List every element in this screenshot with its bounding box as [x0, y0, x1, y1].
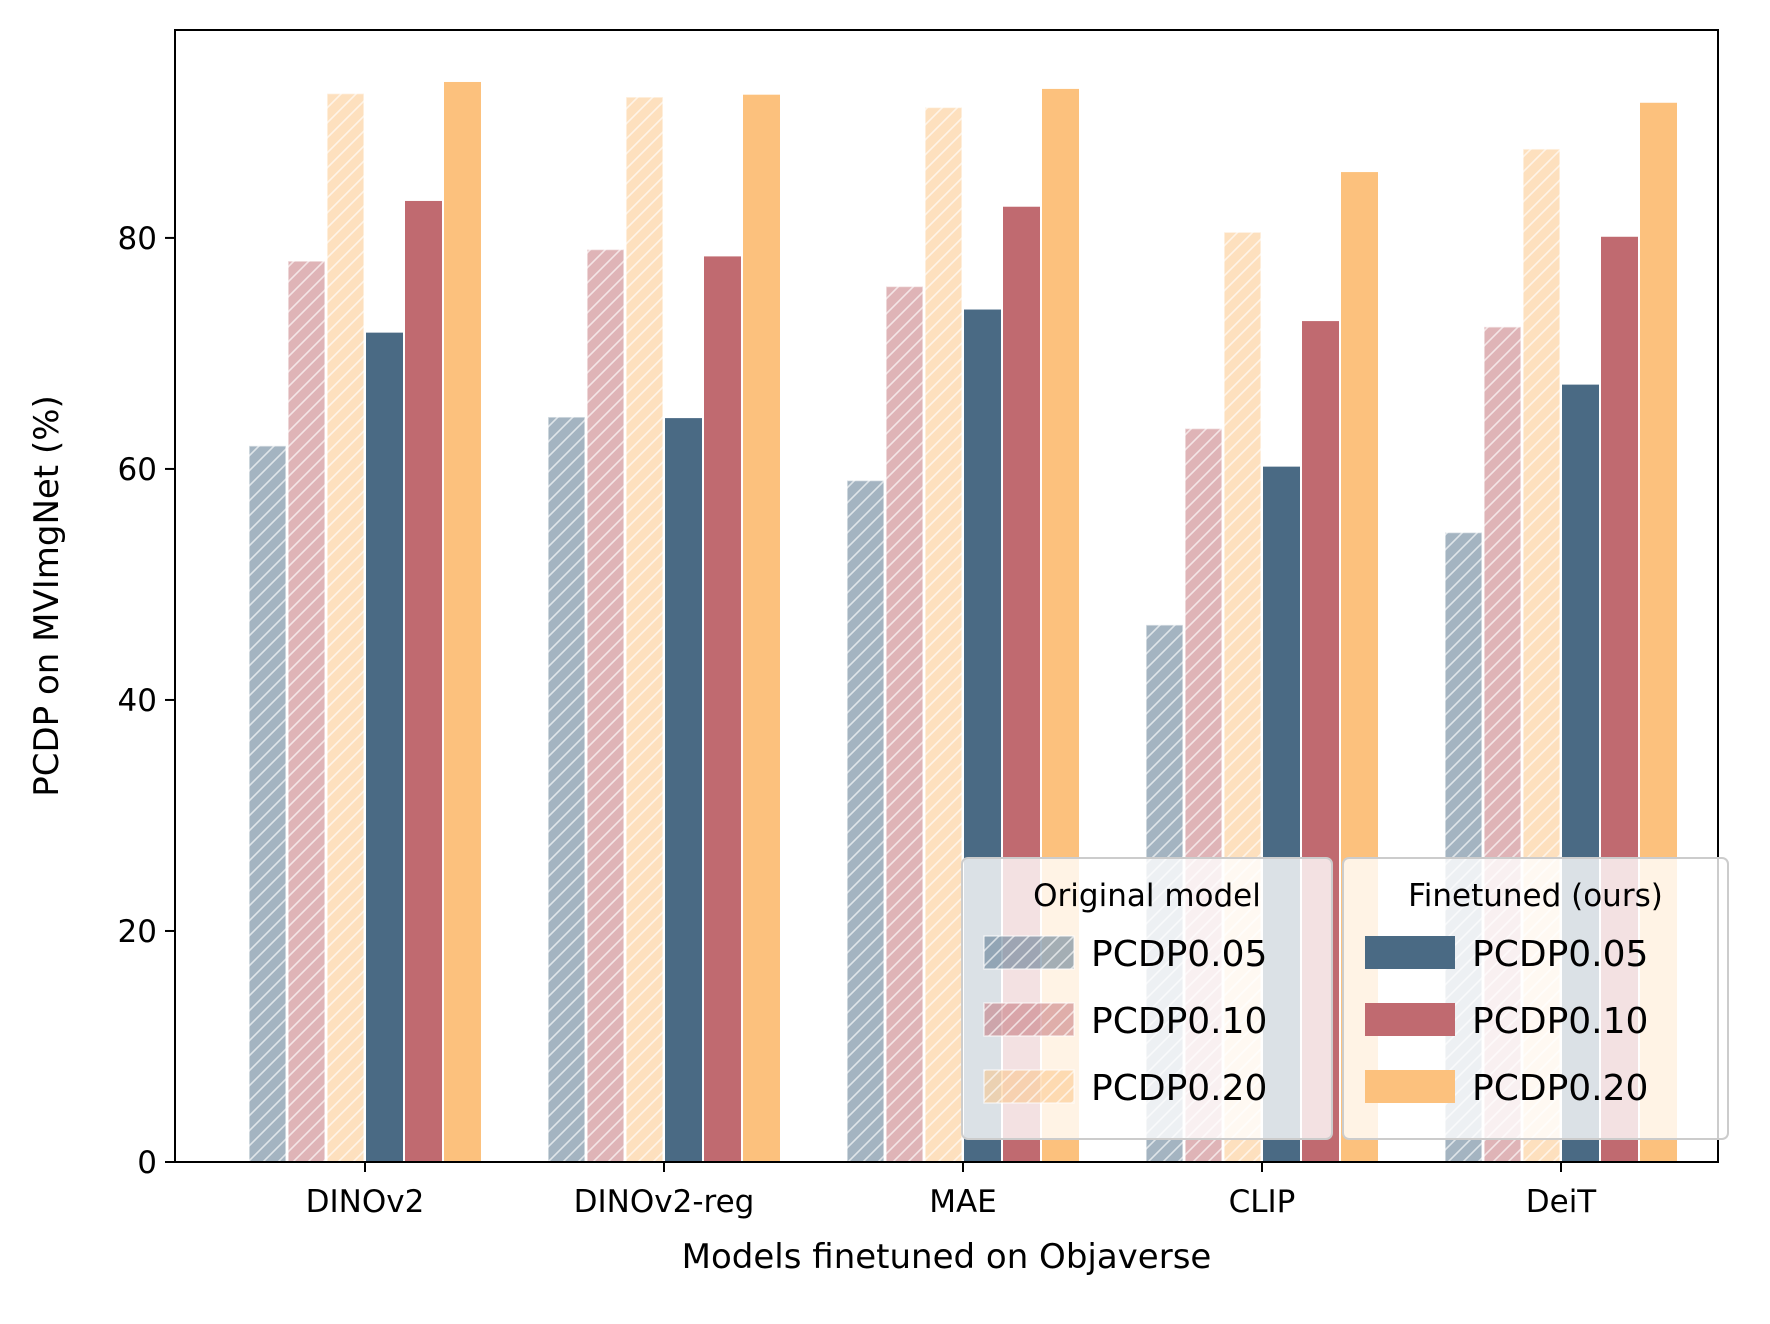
y-tick-label: 60 [118, 452, 157, 488]
bar-finetuned-pcdp0-05-dinov2 [366, 332, 403, 1163]
bar-finetuned-pcdp0-20-dinov2-reg [743, 94, 780, 1163]
bar-hatch [288, 261, 325, 1163]
legend-swatch [1365, 1070, 1455, 1103]
bar-fill [704, 256, 741, 1162]
legend-label: PCDP0.10 [1472, 1001, 1648, 1042]
bar-original-pcdp0-20-dinov2 [326, 92, 365, 1163]
legend-finetuned: Finetuned (ours) PCDP0.05 PCDP0.10 PCDP0.20 [1342, 857, 1729, 1140]
legend-label: PCDP0.10 [1091, 1001, 1267, 1042]
legend-label: PCDP0.05 [1472, 934, 1648, 975]
y-axis-label: PCDP on MVImgNet (%) [27, 395, 67, 797]
bar-fill [743, 94, 780, 1163]
x-tick-label: CLIP [1229, 1184, 1296, 1220]
legend-box [961, 857, 1333, 1140]
y-tick-label: 20 [118, 914, 157, 950]
legend-label: PCDP0.20 [1091, 1068, 1267, 1109]
bar-hatch [626, 96, 663, 1162]
legend-item: PCDP0.20 [983, 1068, 1267, 1109]
x-tick-label: DINOv2-reg [574, 1184, 755, 1220]
bar-fill [405, 200, 442, 1163]
legend-title: Finetuned (ours) [1408, 878, 1663, 914]
axes: 0 20 40 60 80 DINOv2 DINOv2-reg MAE CLIP DeiT Mode… [27, 29, 1719, 1277]
legend-item: PCDP0.10 [983, 1001, 1267, 1042]
axes-frame [174, 29, 1719, 1163]
legend: Original modelPCDP0.05PCDP0.10PCDP0.20Fi… [961, 857, 1729, 1140]
bar-original-pcdp0-05-dinov2-reg [547, 416, 586, 1163]
legend-item: PCDP0.05 [983, 934, 1267, 975]
x-axis-label: Models finetuned on Objaverse [682, 1237, 1212, 1277]
bar-hatch [327, 93, 364, 1162]
y-tick-label: 40 [118, 683, 157, 719]
legend-swatch [1365, 1003, 1455, 1036]
bar-hatch [548, 416, 585, 1162]
bar-fill [444, 81, 481, 1162]
bar-hatch [886, 286, 923, 1163]
x-tick-label: MAE [929, 1184, 997, 1220]
legend-label: PCDP0.20 [1472, 1068, 1648, 1109]
bar-hatch [587, 249, 624, 1163]
bar-hatch [249, 445, 286, 1162]
legend-item: PCDP0.05 [1365, 934, 1648, 975]
bar-original-pcdp0-10-dinov2-reg [586, 248, 625, 1163]
bar-original-pcdp0-20-mae [924, 106, 963, 1163]
bar-hatch [847, 480, 884, 1162]
bar-original-pcdp0-05-mae [846, 479, 885, 1163]
bar-original-pcdp0-20-dinov2-reg [625, 96, 664, 1163]
legend-item: PCDP0.20 [1365, 1068, 1648, 1109]
legend-swatch-hatch [984, 1003, 1074, 1036]
bar-finetuned-pcdp0-10-dinov2-reg [704, 256, 741, 1162]
legend-title: Original model [1033, 878, 1261, 914]
bar-fill [366, 332, 403, 1163]
bar-finetuned-pcdp0-05-dinov2-reg [665, 418, 702, 1163]
bar-fill [665, 418, 702, 1163]
y-tick-label: 80 [118, 221, 157, 257]
y-tick-label: 0 [137, 1145, 157, 1181]
legend-swatch-hatch [984, 936, 1074, 969]
legend-item: PCDP0.10 [1365, 1001, 1648, 1042]
legend-swatch-hatch [984, 1070, 1074, 1103]
bar-hatch [925, 107, 962, 1162]
legend-box [1342, 857, 1729, 1140]
legend-swatch [1365, 936, 1455, 969]
bar-original-pcdp0-10-mae [885, 285, 924, 1163]
legend-label: PCDP0.05 [1091, 934, 1267, 975]
legend-original: Original model PCDP0.05 PCDP0.10 PCDP0.20 [961, 857, 1333, 1140]
x-tick-label: DeiT [1526, 1184, 1598, 1220]
x-tick-label: DINOv2 [306, 1184, 425, 1220]
bar-original-pcdp0-05-dinov2 [248, 445, 287, 1163]
bar-finetuned-pcdp0-20-dinov2 [444, 81, 481, 1162]
bar-finetuned-pcdp0-10-dinov2 [405, 200, 442, 1163]
bar-original-pcdp0-10-dinov2 [287, 260, 326, 1163]
